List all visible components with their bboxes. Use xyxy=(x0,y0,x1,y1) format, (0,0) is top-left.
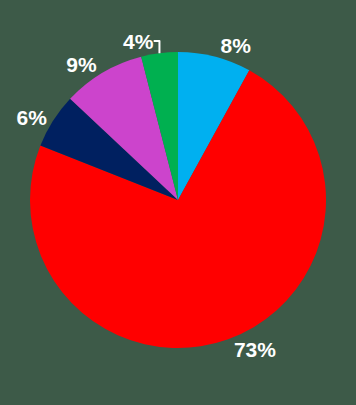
svg-text:9%: 9% xyxy=(66,53,97,76)
svg-text:4%: 4% xyxy=(123,30,154,53)
svg-text:8%: 8% xyxy=(221,34,252,57)
svg-text:6%: 6% xyxy=(17,106,48,129)
svg-text:73%: 73% xyxy=(234,338,276,361)
